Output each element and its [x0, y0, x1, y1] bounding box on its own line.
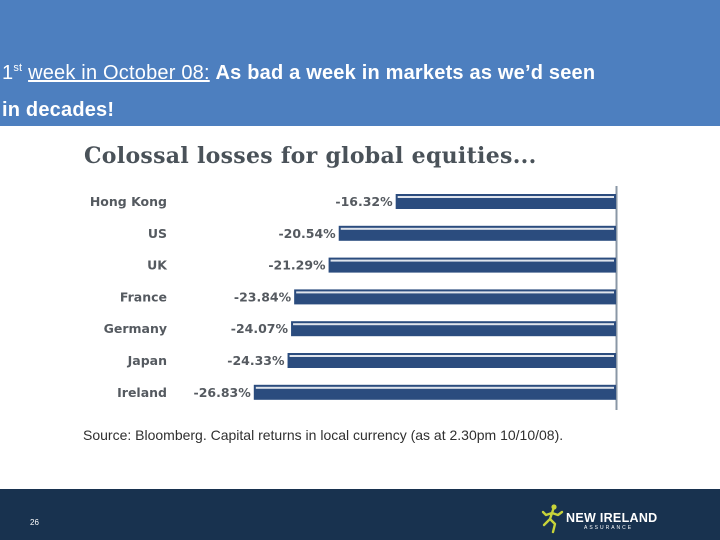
title-banner: 1st week in October 08: As bad a week in… [0, 0, 720, 126]
title-ordinal: 1st [2, 62, 23, 84]
value-label: -26.83% [194, 385, 252, 400]
slide-title-line-2: in decades! [2, 99, 115, 121]
value-label: -16.32% [335, 194, 393, 209]
value-label: -24.33% [227, 353, 285, 368]
bar-highlight [397, 196, 614, 198]
logo-name: NEW IRELAND [566, 511, 658, 525]
title-week: week in October 08: [28, 62, 210, 84]
category-label: US [148, 226, 167, 241]
category-label: Hong Kong [90, 194, 167, 209]
bar-highlight [289, 355, 614, 357]
bar-highlight [296, 291, 614, 294]
bar-highlight [255, 386, 615, 389]
category-label: Ireland [117, 385, 167, 400]
value-label: -23.84% [234, 289, 292, 304]
chart-title: Colossal losses for global equities... [84, 143, 537, 169]
source-note: Source: Bloomberg. Capital returns in lo… [83, 427, 564, 443]
page-number: 26 [30, 518, 39, 527]
category-label: UK [147, 258, 168, 273]
runner-icon [541, 504, 564, 534]
bar-highlight [293, 323, 614, 326]
logo-subtitle: ASSURANCE [584, 525, 634, 531]
value-label: -24.07% [231, 321, 289, 336]
slide-title-line-1: 1st week in October 08: As bad a week in… [2, 62, 595, 85]
footer-bar [0, 489, 720, 540]
bar-highlight [340, 227, 614, 230]
category-label: Japan [127, 353, 167, 368]
category-label: France [120, 289, 167, 304]
value-label: -21.29% [268, 258, 326, 273]
category-label: Germany [104, 321, 167, 336]
value-label: -20.54% [278, 226, 336, 241]
company-logo: NEW IRELAND ASSURANCE [540, 503, 675, 535]
bar-highlight [330, 259, 614, 262]
title-headline: As bad a week in markets as we’d seen [215, 62, 596, 84]
